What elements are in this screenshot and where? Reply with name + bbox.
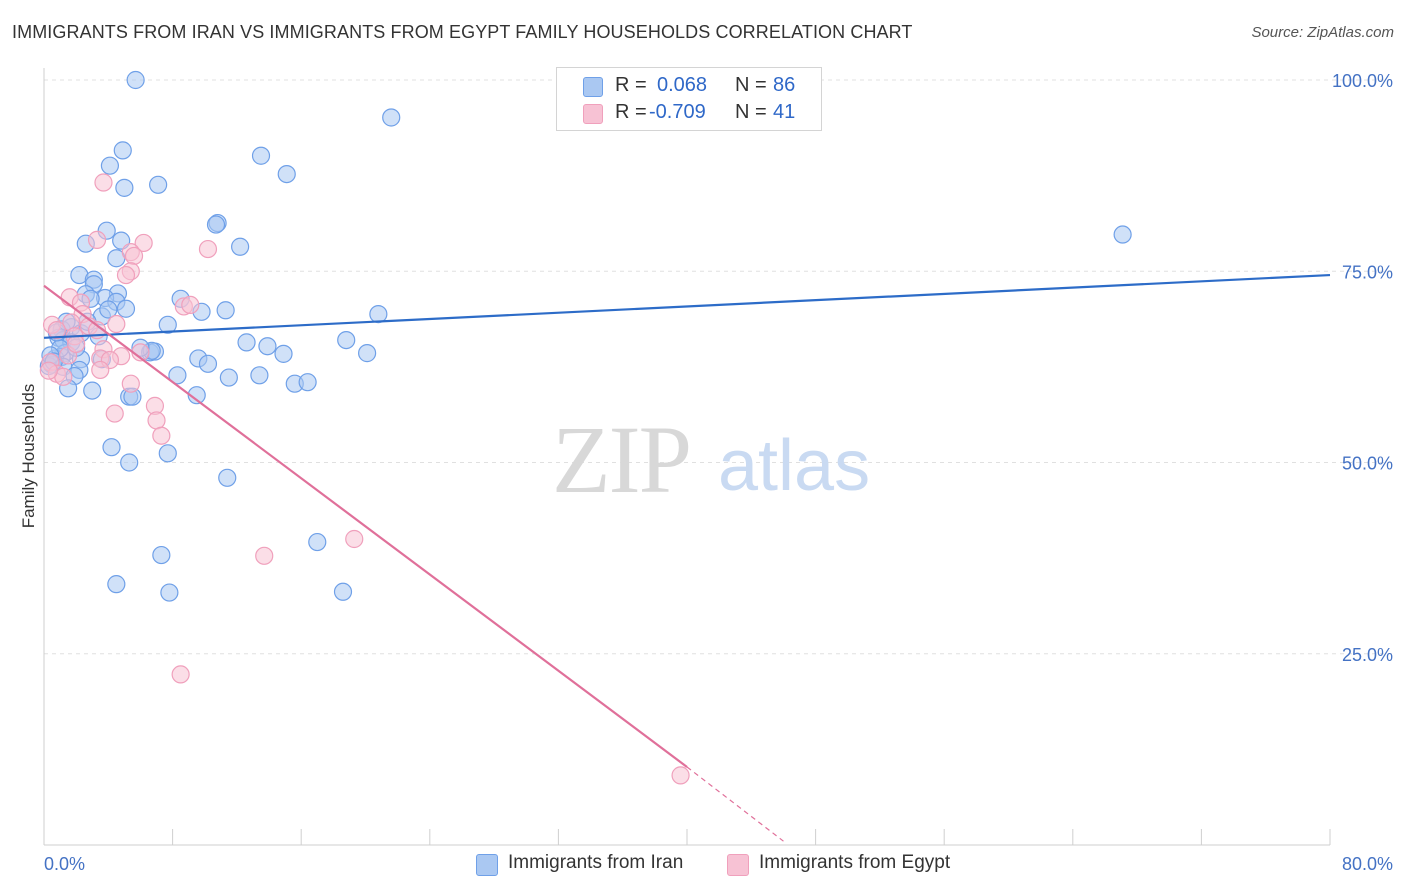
iran-trend-line — [43, 273, 1331, 339]
iran-point-11 — [231, 237, 250, 256]
egypt-point-34 — [345, 529, 364, 549]
iran-point-25 — [116, 299, 136, 318]
gridlines — [44, 79, 1393, 655]
bottom-legend-swatch-egypt — [727, 854, 749, 876]
egypt-point-4 — [198, 239, 218, 259]
iran-point-73 — [107, 575, 126, 594]
iran-point-75 — [333, 582, 353, 601]
y-tick-label-50: 50.0% — [1342, 454, 1393, 474]
legend-n-label-egypt: N = — [735, 101, 767, 123]
egypt-point-0 — [94, 173, 113, 192]
iran-point-64 — [187, 386, 206, 405]
correlation-legend: R = 0.068 N = 86 R = -0.709 N = 41 — [556, 67, 822, 131]
iran-point-15 — [1113, 225, 1132, 244]
chart-title: IMMIGRANTS FROM IRAN VS IMMIGRANTS FROM … — [12, 22, 913, 42]
y-tick-label-75: 75.0% — [1342, 262, 1393, 282]
egypt-point-37 — [671, 766, 690, 785]
iran-point-28 — [369, 304, 388, 324]
iran-point-68 — [158, 444, 177, 463]
x-tick-label-min: 0.0% — [44, 854, 85, 874]
trend-lines — [43, 273, 1331, 842]
y-tick-label-25: 25.0% — [1342, 645, 1393, 665]
data-points — [39, 70, 1132, 785]
iran-point-0 — [126, 70, 145, 90]
egypt-point-2 — [134, 233, 153, 253]
legend-r-value-iran: 0.068 — [657, 74, 708, 96]
iran-point-57 — [250, 366, 269, 385]
legend-n-label-iran: N = — [735, 74, 767, 96]
egypt-trend-line-extension — [686, 766, 784, 842]
egypt-point-29 — [121, 374, 140, 393]
iran-point-61 — [298, 373, 317, 392]
iran-point-2 — [113, 141, 132, 160]
iran-point-67 — [102, 438, 121, 457]
egypt-point-35 — [255, 546, 274, 565]
legend-n-value-iran: 86 — [773, 74, 796, 96]
egypt-point-40 — [67, 334, 86, 354]
iran-point-6 — [115, 178, 134, 197]
egypt-point-36 — [171, 665, 190, 684]
y-axis-label: Family Households — [19, 384, 38, 529]
iran-point-83 — [99, 300, 118, 319]
egypt-point-7 — [116, 265, 136, 285]
iran-point-39 — [258, 337, 277, 356]
egypt-point-13 — [107, 314, 126, 334]
iran-point-71 — [152, 545, 171, 565]
x-tick-label-max: 80.0% — [1342, 854, 1393, 874]
legend-swatch-egypt — [583, 104, 603, 124]
egypt-point-16 — [47, 321, 66, 340]
iran-point-74 — [160, 583, 179, 602]
egypt-point-31 — [105, 404, 124, 423]
legend-r-label-iran: R = — [615, 74, 647, 96]
iran-point-43 — [274, 344, 293, 363]
iran-point-4 — [100, 156, 120, 175]
legend-n-value-egypt: 41 — [773, 101, 796, 123]
source-credit: Source: ZipAtlas.com — [1251, 24, 1394, 41]
watermark-atlas: atlas — [718, 426, 870, 506]
iran-point-72 — [308, 532, 327, 552]
egypt-point-26 — [91, 360, 110, 380]
iran-point-69 — [120, 453, 139, 472]
legend-swatch-iran — [583, 77, 603, 97]
iran-point-50 — [198, 354, 218, 373]
egypt-point-38 — [39, 361, 58, 380]
legend-r-label-egypt: R = — [615, 101, 647, 123]
egypt-point-5 — [124, 246, 144, 266]
egypt-point-12 — [181, 295, 200, 315]
watermark-zip: ZIP — [552, 406, 690, 513]
egypt-trend-line — [43, 284, 688, 768]
iran-point-58 — [168, 366, 187, 385]
iran-point-5 — [277, 164, 296, 184]
iran-point-59 — [219, 368, 238, 387]
iran-point-3 — [251, 146, 271, 165]
iran-point-9 — [206, 215, 226, 234]
bottom-legend-label-egypt: Immigrants from Egypt — [759, 852, 951, 873]
iran-point-63 — [83, 381, 102, 400]
watermark: ZIP atlas — [552, 406, 870, 513]
egypt-point-1 — [87, 230, 107, 249]
egypt-point-33 — [152, 426, 171, 445]
iran-point-1 — [382, 108, 401, 127]
legend-r-value-egypt: -0.709 — [649, 101, 706, 123]
iran-point-26 — [216, 301, 235, 320]
y-tick-labels: 100.0% 75.0% 50.0% 25.0% — [1332, 71, 1393, 665]
iran-point-38 — [337, 331, 356, 350]
iran-point-30 — [158, 315, 177, 334]
bottom-legend-swatch-iran — [476, 854, 498, 876]
y-tick-label-100: 100.0% — [1332, 71, 1393, 91]
iran-point-37 — [237, 333, 256, 352]
iran-point-70 — [218, 468, 237, 487]
bottom-legend-label-iran: Immigrants from Iran — [508, 852, 684, 873]
iran-point-7 — [149, 175, 168, 194]
egypt-point-32 — [147, 411, 166, 430]
iran-point-52 — [358, 344, 377, 363]
x-axis-ticks — [43, 829, 1331, 845]
